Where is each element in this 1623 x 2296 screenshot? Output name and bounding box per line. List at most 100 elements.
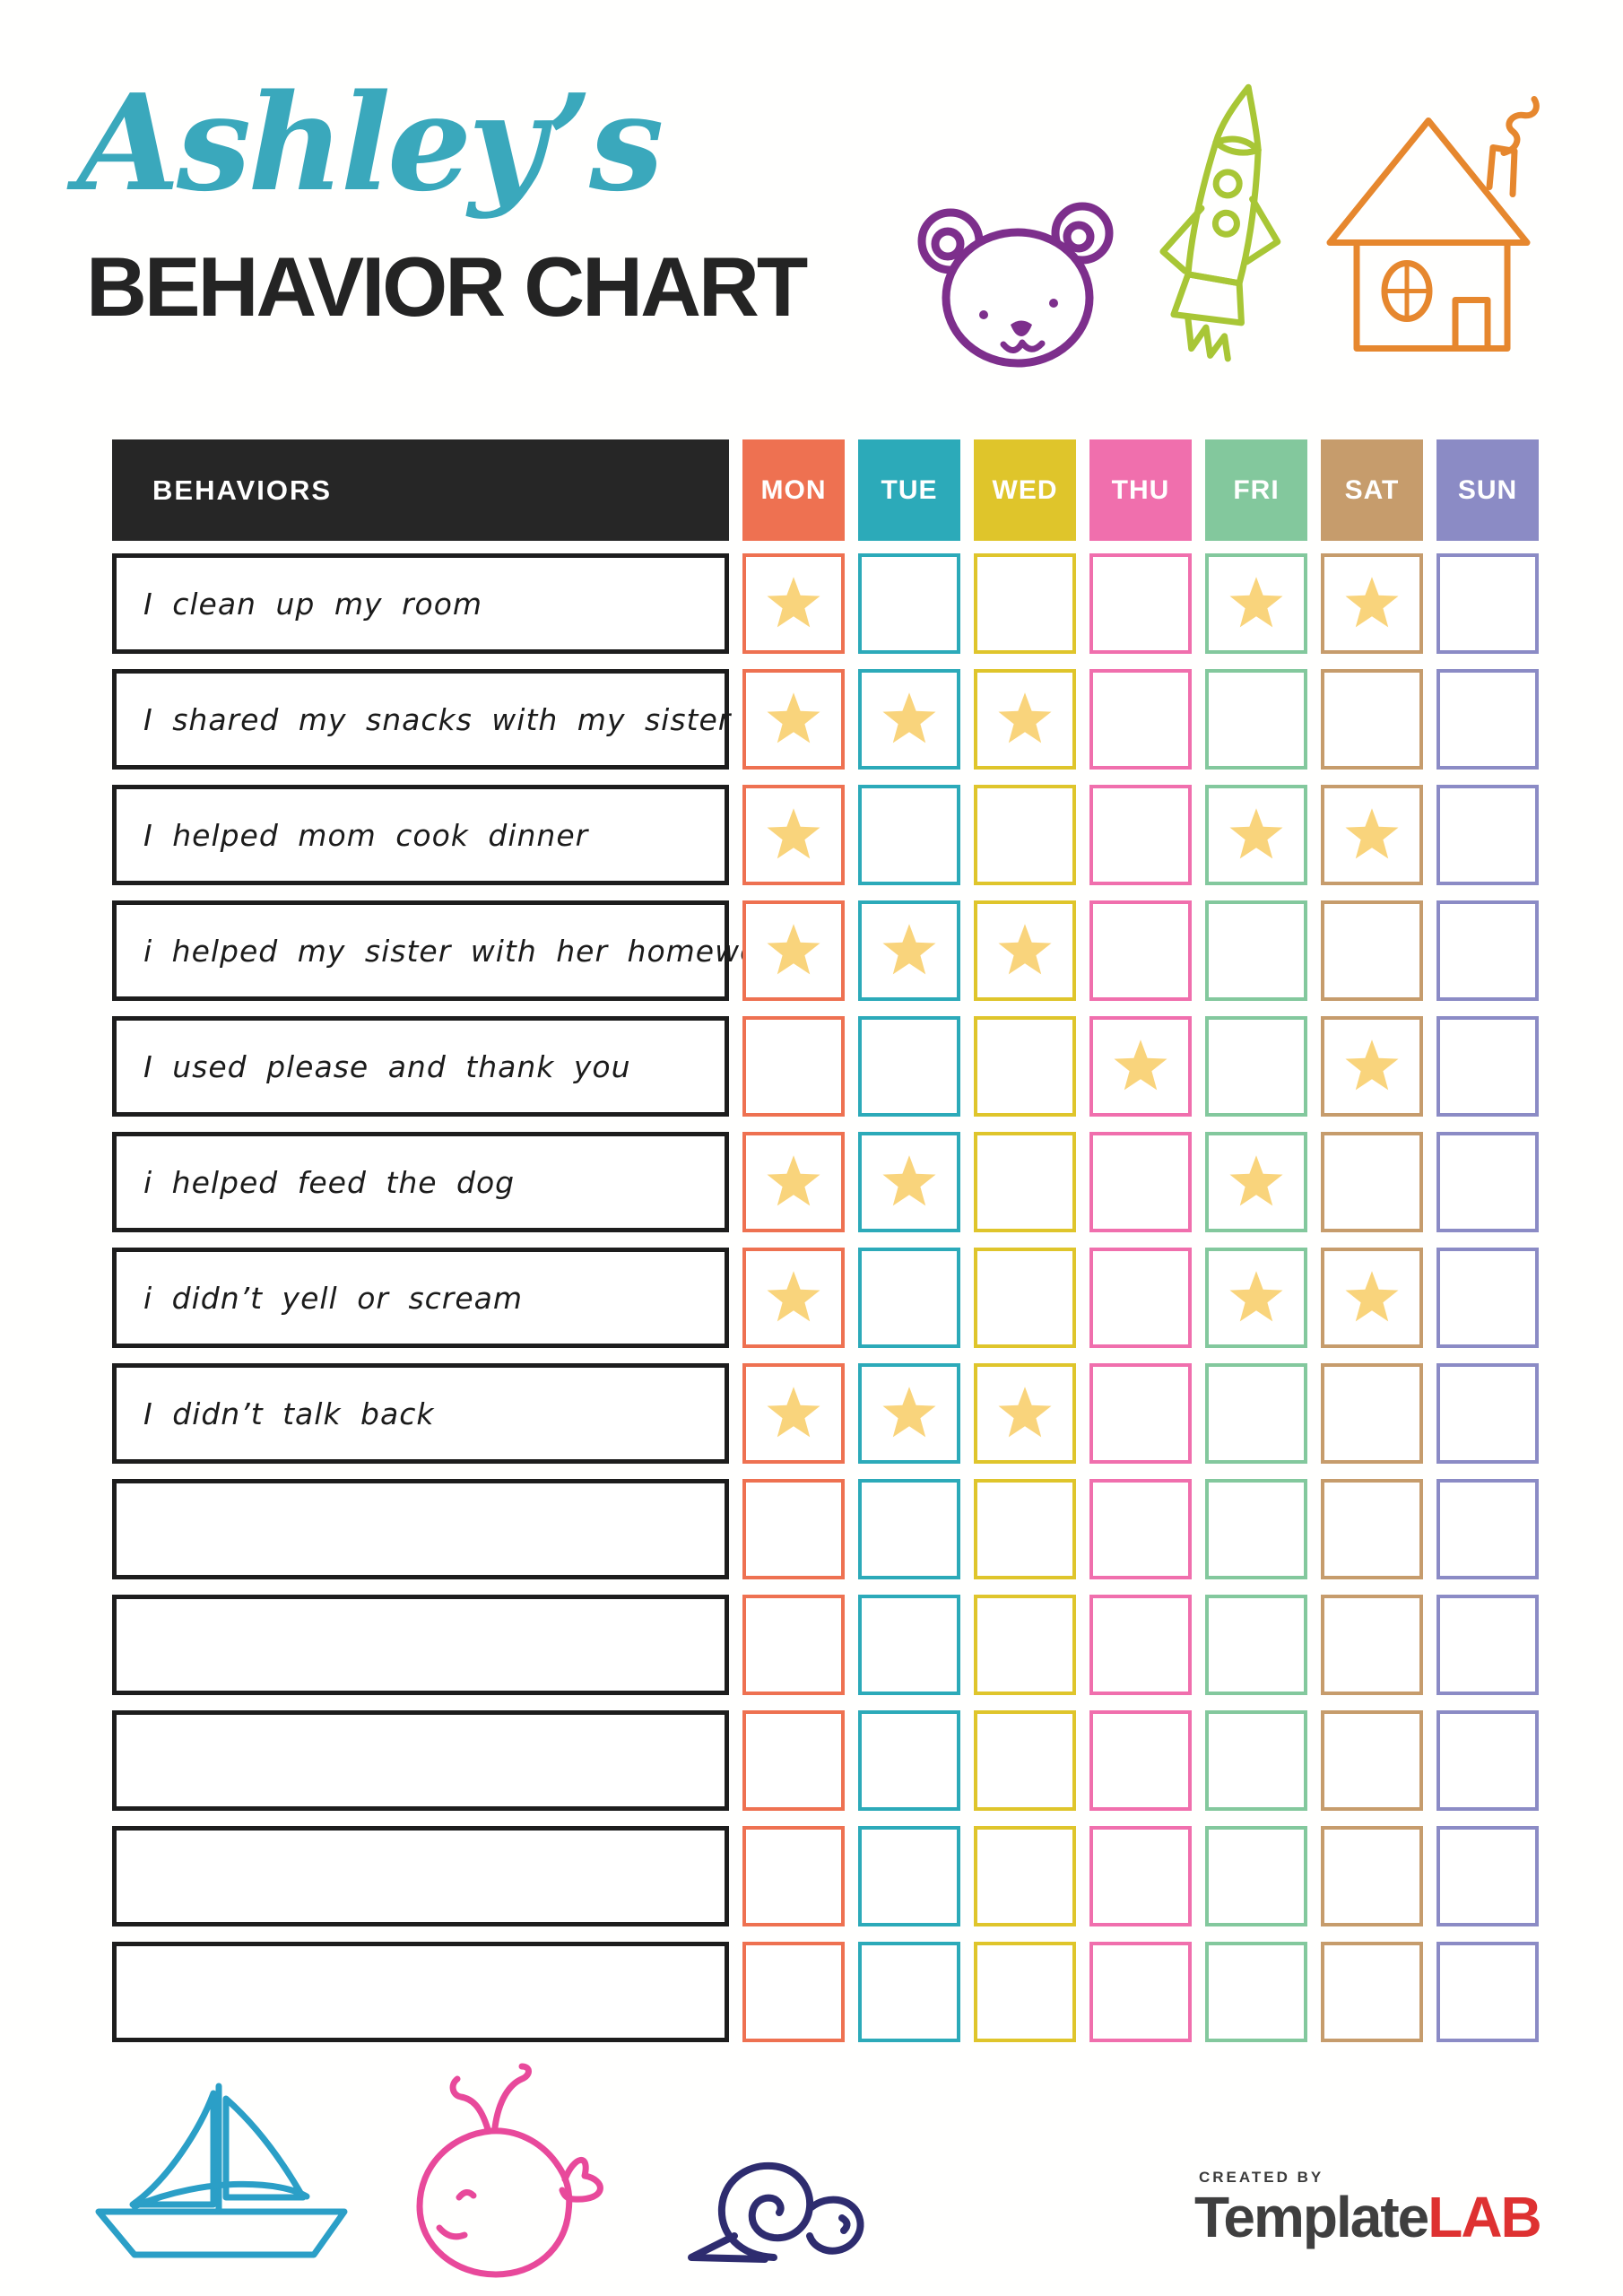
star-cell-mon[interactable] xyxy=(742,1363,845,1464)
star-cell-wed[interactable] xyxy=(974,900,1076,1001)
star-cell-sat[interactable] xyxy=(1321,900,1423,1001)
star-cell-mon[interactable] xyxy=(742,669,845,770)
star-cell-wed[interactable] xyxy=(974,1710,1076,1811)
star-cell-sun[interactable] xyxy=(1436,1826,1539,1926)
star-cell-fri[interactable] xyxy=(1205,900,1307,1001)
star-cell-mon[interactable] xyxy=(742,553,845,654)
star-cell-mon[interactable] xyxy=(742,1132,845,1232)
star-cell-thu[interactable] xyxy=(1089,1248,1192,1348)
table-row: I clean up my room xyxy=(112,553,1539,654)
star-cell-sat[interactable] xyxy=(1321,1942,1423,2042)
star-cell-fri[interactable] xyxy=(1205,669,1307,770)
star-cell-mon[interactable] xyxy=(742,1942,845,2042)
star-cell-mon[interactable] xyxy=(742,1595,845,1695)
star-cell-sun[interactable] xyxy=(1436,785,1539,885)
star-cell-sun[interactable] xyxy=(1436,1363,1539,1464)
star-cell-thu[interactable] xyxy=(1089,1363,1192,1464)
star-cell-tue[interactable] xyxy=(858,1132,960,1232)
star-cell-thu[interactable] xyxy=(1089,785,1192,885)
star-cell-mon[interactable] xyxy=(742,1826,845,1926)
star-cell-sun[interactable] xyxy=(1436,1248,1539,1348)
star-cell-sun[interactable] xyxy=(1436,1595,1539,1695)
star-cell-fri[interactable] xyxy=(1205,1595,1307,1695)
star-cell-wed[interactable] xyxy=(974,1132,1076,1232)
star-cell-fri[interactable] xyxy=(1205,1710,1307,1811)
page-title-name: Ashley’s xyxy=(77,65,664,221)
star-cell-sat[interactable] xyxy=(1321,1363,1423,1464)
star-cell-tue[interactable] xyxy=(858,1016,960,1117)
star-cell-thu[interactable] xyxy=(1089,1826,1192,1926)
star-cell-sun[interactable] xyxy=(1436,1479,1539,1579)
star-cell-sat[interactable] xyxy=(1321,1595,1423,1695)
star-cell-sat[interactable] xyxy=(1321,1479,1423,1579)
star-cell-wed[interactable] xyxy=(974,1248,1076,1348)
star-cell-thu[interactable] xyxy=(1089,1016,1192,1117)
star-cell-sat[interactable] xyxy=(1321,1710,1423,1811)
star-cell-thu[interactable] xyxy=(1089,1942,1192,2042)
star-cell-sat[interactable] xyxy=(1321,1132,1423,1232)
star-cell-mon[interactable] xyxy=(742,1479,845,1579)
star-cell-fri[interactable] xyxy=(1205,1248,1307,1348)
star-cell-wed[interactable] xyxy=(974,553,1076,654)
star-cell-tue[interactable] xyxy=(858,900,960,1001)
star-cell-tue[interactable] xyxy=(858,1942,960,2042)
star-cell-sat[interactable] xyxy=(1321,669,1423,770)
behavior-label: i helped feed the dog xyxy=(143,1164,516,1200)
star-cell-wed[interactable] xyxy=(974,1016,1076,1117)
star-icon xyxy=(1229,808,1283,859)
star-cell-sat[interactable] xyxy=(1321,785,1423,885)
star-cell-sun[interactable] xyxy=(1436,1016,1539,1117)
star-cell-mon[interactable] xyxy=(742,785,845,885)
star-cell-tue[interactable] xyxy=(858,1363,960,1464)
templatelab-logo[interactable]: CREATED BY TemplateLAB xyxy=(1194,2169,1542,2246)
star-cell-tue[interactable] xyxy=(858,1248,960,1348)
star-cell-tue[interactable] xyxy=(858,1479,960,1579)
star-icon xyxy=(882,1387,936,1438)
star-cell-thu[interactable] xyxy=(1089,1710,1192,1811)
star-cell-wed[interactable] xyxy=(974,669,1076,770)
star-cell-sat[interactable] xyxy=(1321,1248,1423,1348)
table-row xyxy=(112,1942,1539,2042)
star-cell-sat[interactable] xyxy=(1321,1826,1423,1926)
star-cell-tue[interactable] xyxy=(858,553,960,654)
star-cell-mon[interactable] xyxy=(742,1248,845,1348)
table-row: I didn’t talk back xyxy=(112,1363,1539,1464)
star-cell-tue[interactable] xyxy=(858,669,960,770)
star-cell-sat[interactable] xyxy=(1321,553,1423,654)
star-icon xyxy=(1345,577,1399,628)
star-cell-wed[interactable] xyxy=(974,1363,1076,1464)
star-cell-wed[interactable] xyxy=(974,785,1076,885)
star-cell-wed[interactable] xyxy=(974,1595,1076,1695)
star-cell-thu[interactable] xyxy=(1089,669,1192,770)
star-cell-fri[interactable] xyxy=(1205,1363,1307,1464)
star-cell-fri[interactable] xyxy=(1205,1132,1307,1232)
star-cell-tue[interactable] xyxy=(858,1595,960,1695)
star-cell-tue[interactable] xyxy=(858,785,960,885)
star-cell-fri[interactable] xyxy=(1205,1016,1307,1117)
star-cell-fri[interactable] xyxy=(1205,1479,1307,1579)
star-cell-thu[interactable] xyxy=(1089,900,1192,1001)
star-cell-tue[interactable] xyxy=(858,1710,960,1811)
star-cell-wed[interactable] xyxy=(974,1826,1076,1926)
star-cell-thu[interactable] xyxy=(1089,553,1192,654)
star-cell-thu[interactable] xyxy=(1089,1595,1192,1695)
star-cell-thu[interactable] xyxy=(1089,1479,1192,1579)
star-cell-sun[interactable] xyxy=(1436,900,1539,1001)
star-cell-fri[interactable] xyxy=(1205,553,1307,654)
star-cell-thu[interactable] xyxy=(1089,1132,1192,1232)
star-cell-mon[interactable] xyxy=(742,1016,845,1117)
star-cell-fri[interactable] xyxy=(1205,1826,1307,1926)
star-cell-sun[interactable] xyxy=(1436,1132,1539,1232)
star-cell-mon[interactable] xyxy=(742,900,845,1001)
star-cell-sun[interactable] xyxy=(1436,553,1539,654)
star-cell-sat[interactable] xyxy=(1321,1016,1423,1117)
star-cell-wed[interactable] xyxy=(974,1479,1076,1579)
star-cell-sun[interactable] xyxy=(1436,669,1539,770)
star-cell-sun[interactable] xyxy=(1436,1942,1539,2042)
star-cell-tue[interactable] xyxy=(858,1826,960,1926)
star-cell-sun[interactable] xyxy=(1436,1710,1539,1811)
star-cell-wed[interactable] xyxy=(974,1942,1076,2042)
star-cell-fri[interactable] xyxy=(1205,785,1307,885)
star-cell-mon[interactable] xyxy=(742,1710,845,1811)
star-cell-fri[interactable] xyxy=(1205,1942,1307,2042)
